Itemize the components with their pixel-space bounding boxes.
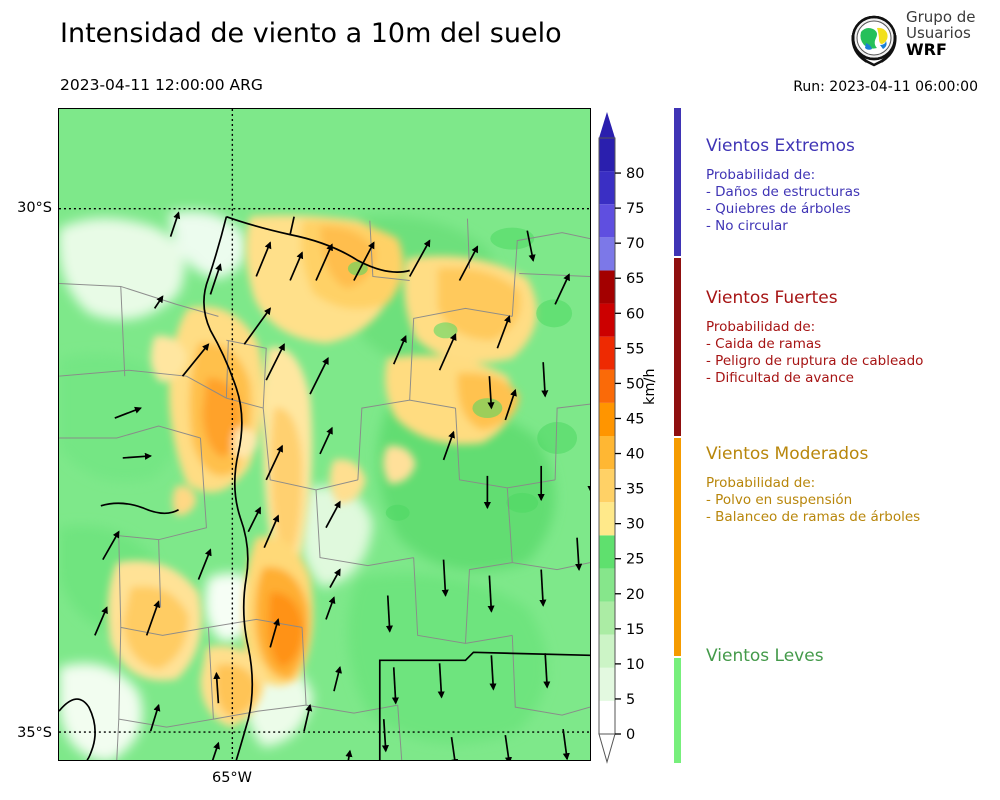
category-bar-moderados: [674, 438, 681, 656]
colorbar-band: [599, 270, 615, 304]
colorbar-ticks: 0 5 10 15 20 25 30 35 40 45 50 55 60 65 70 75 80: [615, 166, 644, 743]
colorbar-band: [599, 171, 615, 205]
colorbar-band: [599, 204, 615, 238]
category-title-fuertes: Vientos Fuertes: [706, 288, 838, 308]
colorbar-band: [599, 568, 615, 602]
colorbar-band: [599, 667, 615, 701]
colorbar-band: [599, 336, 615, 370]
category-line: - Peligro de ruptura de cableado: [706, 352, 924, 369]
colorbar-tick-label: 55: [626, 341, 644, 357]
colorbar: 0 5 10 15 20 25 30 35 40 45 50 55 60 65 70 75 80: [596, 104, 666, 769]
colorbar-unit-label: km/h: [642, 368, 658, 405]
colorbar-band: [599, 469, 615, 503]
logo-line-1: Grupo de: [906, 8, 976, 26]
colorbar-tick-label: 70: [626, 236, 644, 252]
category-bar-leves: [674, 658, 681, 763]
category-line: - No circular: [706, 217, 788, 234]
colorbar-band: [599, 303, 615, 337]
lon-tick-65w: 65°W: [211, 770, 253, 786]
category-line: - Polvo en suspensión: [706, 491, 853, 508]
category-block-leves: Vientos Leves: [706, 646, 991, 677]
category-title-leves: Vientos Leves: [706, 646, 824, 666]
colorbar-band: [599, 369, 615, 403]
colorbar-tick-label: 40: [626, 447, 644, 463]
category-title-extremos: Vientos Extremos: [706, 136, 855, 156]
wind-category-legend: Vientos Extremos Probabilidad de: - Daño…: [674, 108, 994, 763]
category-title-moderados: Vientos Moderados: [706, 444, 869, 464]
category-line: Probabilidad de:: [706, 167, 816, 183]
colorbar-band: [599, 634, 615, 668]
category-bar-extremos: [674, 108, 681, 256]
logo: Grupo de Usuarios WRF: [846, 8, 996, 72]
colorbar-swatches: [598, 112, 616, 764]
category-line: - Caida de ramas: [706, 335, 822, 352]
colorbar-tick-label: 30: [626, 517, 644, 533]
colorbar-tick-label: 45: [626, 411, 644, 427]
colorbar-band: [599, 535, 615, 569]
colorbar-tick-label: 5: [626, 692, 635, 708]
run-time-label: Run: 2023-04-11 06:00:00: [793, 79, 978, 95]
colorbar-extend-max: [599, 112, 615, 138]
colorbar-band: [599, 237, 615, 271]
colorbar-tick-label: 35: [626, 482, 644, 498]
category-block-moderados: Vientos Moderados Probabilidad de: - Pol…: [706, 444, 991, 526]
colorbar-tick-label: 0: [626, 727, 635, 743]
colorbar-svg: 0 5 10 15 20 25 30 35 40 45 50 55 60 65 70 75 80: [598, 112, 644, 764]
category-line: Probabilidad de:: [706, 319, 816, 335]
logo-line-3: WRF: [906, 39, 947, 59]
category-block-extremos: Vientos Extremos Probabilidad de: - Daño…: [706, 136, 991, 235]
category-line: Probabilidad de:: [706, 475, 816, 491]
colorbar-outline: [598, 137, 616, 735]
colorbar-band: [599, 436, 615, 470]
colorbar-tick-label: 65: [626, 271, 644, 287]
wrf-globe-emblem: [851, 15, 897, 67]
colorbar-band: [599, 601, 615, 635]
colorbar-band: [599, 700, 615, 734]
colorbar-tick-label: 20: [626, 587, 644, 603]
colorbar-tick-label: 80: [626, 166, 644, 182]
category-line: - Quiebres de árboles: [706, 200, 851, 217]
page-title: Intensidad de viento a 10m del suelo: [60, 18, 562, 49]
category-line: - Balanceo de ramas de árboles: [706, 508, 921, 525]
logo-text: Grupo de Usuarios WRF: [906, 8, 976, 59]
category-block-fuertes: Vientos Fuertes Probabilidad de: - Caida…: [706, 288, 991, 387]
map-canvas: [59, 109, 590, 760]
category-line: - Daños de estructuras: [706, 183, 861, 200]
colorbar-tick-label: 60: [626, 306, 644, 322]
category-bar-fuertes: [674, 258, 681, 436]
colorbar-band: [599, 138, 615, 172]
colorbar-tick-label: 50: [626, 376, 644, 392]
wind-intensity-map[interactable]: [58, 108, 591, 761]
lat-tick-30s: 30°S: [17, 200, 52, 216]
lat-tick-35s: 35°S: [17, 725, 52, 741]
valid-time-label: 2023-04-11 12:00:00 ARG: [60, 76, 263, 94]
colorbar-tick-label: 15: [626, 622, 644, 638]
logo-line-2: Usuarios: [906, 23, 971, 42]
category-line: - Dificultad de avance: [706, 369, 854, 386]
colorbar-tick-label: 25: [626, 552, 644, 568]
colorbar-tick-label: 10: [626, 657, 644, 673]
colorbar-band: [599, 402, 615, 436]
colorbar-tick-label: 75: [626, 201, 644, 217]
colorbar-extend-min: [598, 733, 616, 764]
colorbar-band: [599, 502, 615, 536]
